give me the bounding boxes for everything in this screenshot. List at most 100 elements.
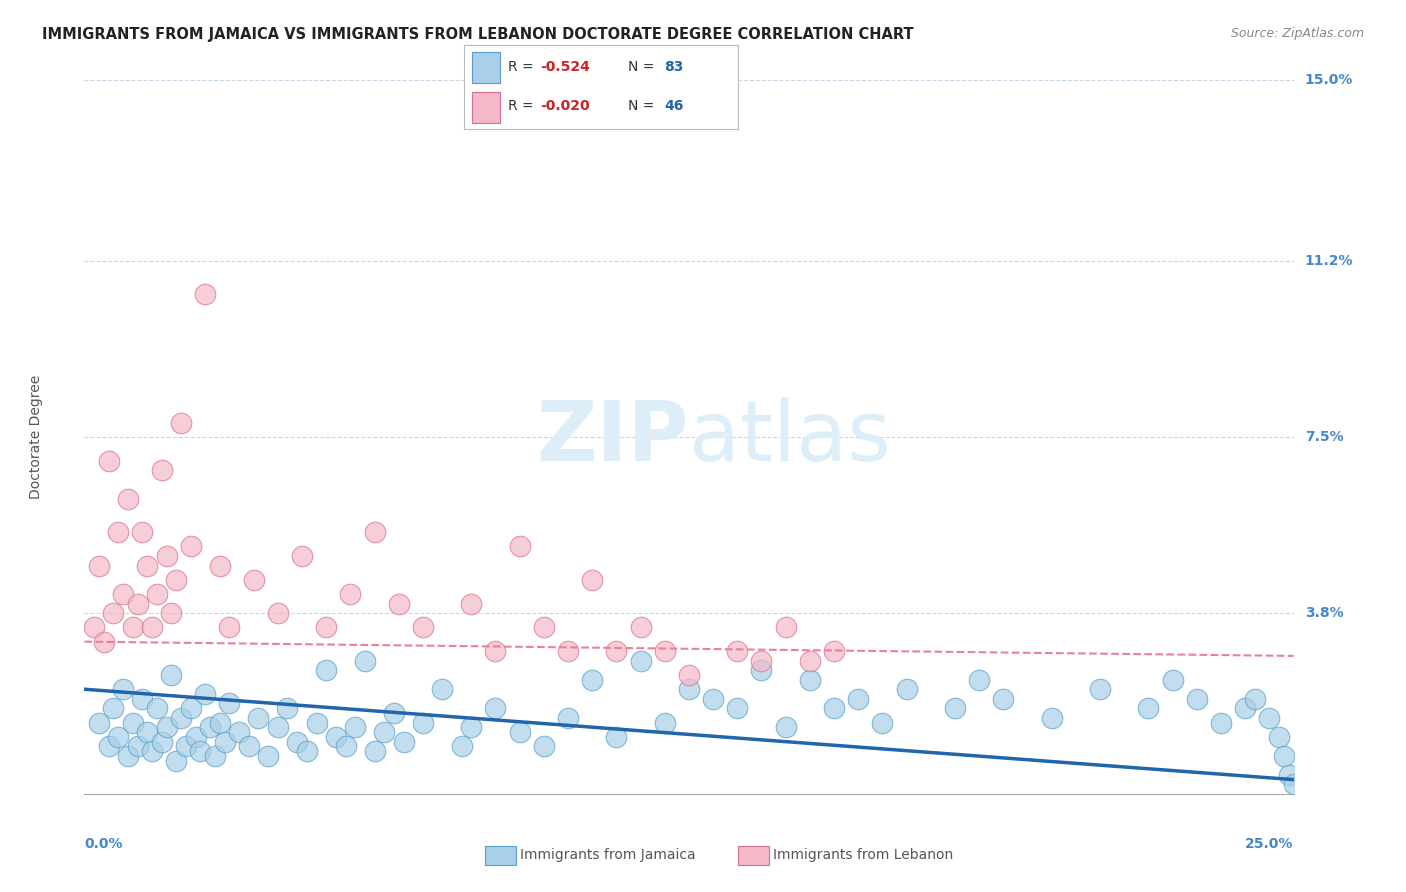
Point (432, 682, 454, 697)
Point (1161, 673, 1184, 687)
Point (581, 573, 603, 587)
Point (87, 558, 110, 573)
Point (131, 525, 153, 540)
Point (155, 720, 177, 734)
Point (103, 701, 125, 715)
Point (117, 491, 139, 506)
Point (204, 748, 226, 763)
Point (136, 558, 159, 573)
Point (160, 606, 183, 620)
Point (943, 701, 966, 715)
Point (103, 606, 125, 620)
Point (557, 644, 579, 658)
Point (180, 540, 202, 554)
Bar (472, 92, 499, 122)
Point (112, 587, 135, 601)
Text: 25.0%: 25.0% (1246, 837, 1294, 851)
Text: Source: ZipAtlas.com: Source: ZipAtlas.com (1230, 27, 1364, 40)
Text: -0.524: -0.524 (541, 61, 591, 74)
Point (198, 720, 221, 734)
Point (1272, 748, 1295, 763)
Point (335, 739, 357, 754)
Point (121, 715, 143, 730)
Point (170, 416, 193, 430)
Point (208, 715, 231, 730)
Point (194, 287, 217, 301)
Point (97, 739, 120, 754)
Text: -0.020: -0.020 (541, 100, 591, 113)
Point (1243, 691, 1265, 706)
Point (605, 644, 627, 658)
Point (678, 682, 700, 697)
Text: 15.0%: 15.0% (1305, 73, 1353, 87)
Point (1137, 701, 1160, 715)
Point (751, 663, 773, 677)
Point (509, 540, 531, 554)
Point (363, 525, 385, 540)
Point (1088, 682, 1111, 697)
Point (484, 644, 506, 658)
Point (141, 744, 163, 758)
Point (363, 744, 385, 758)
Point (127, 597, 149, 611)
Point (775, 620, 797, 634)
Point (799, 673, 821, 687)
Point (509, 725, 531, 739)
Point (460, 597, 482, 611)
Point (823, 644, 845, 658)
Point (775, 720, 797, 734)
Point (654, 644, 676, 658)
Point (190, 744, 212, 758)
Point (325, 730, 347, 744)
Point (373, 725, 395, 739)
Point (315, 620, 337, 634)
Point (146, 587, 169, 601)
Point (678, 668, 700, 682)
Point (388, 597, 411, 611)
Point (285, 734, 308, 748)
Point (160, 668, 183, 682)
Point (460, 720, 482, 734)
Text: Immigrants from Lebanon: Immigrants from Lebanon (773, 848, 953, 863)
Point (174, 739, 197, 754)
Point (208, 558, 231, 573)
Point (83, 620, 105, 634)
Text: IMMIGRANTS FROM JAMAICA VS IMMIGRANTS FROM LEBANON DOCTORATE DEGREE CORRELATION : IMMIGRANTS FROM JAMAICA VS IMMIGRANTS FR… (42, 27, 914, 42)
Point (896, 682, 918, 697)
Point (180, 701, 202, 715)
Point (581, 673, 603, 687)
Point (170, 711, 193, 725)
Point (165, 573, 187, 587)
Point (218, 620, 240, 634)
Point (1278, 768, 1301, 782)
Point (267, 720, 290, 734)
Point (484, 701, 506, 715)
Point (218, 697, 240, 711)
Point (87, 715, 110, 730)
Point (557, 711, 579, 725)
Point (131, 691, 153, 706)
Point (630, 654, 652, 668)
Text: 3.8%: 3.8% (1305, 606, 1343, 620)
Point (117, 748, 139, 763)
Point (702, 691, 724, 706)
Text: 0.0%: 0.0% (84, 837, 122, 851)
Point (257, 748, 280, 763)
Point (1268, 730, 1291, 744)
Point (344, 720, 367, 734)
Point (1209, 715, 1232, 730)
Text: R =: R = (508, 100, 538, 113)
Point (107, 525, 129, 540)
Point (799, 654, 821, 668)
Point (305, 715, 328, 730)
Point (155, 549, 177, 563)
Point (315, 663, 337, 677)
Bar (472, 53, 499, 83)
Point (238, 739, 260, 754)
Point (412, 715, 434, 730)
Point (993, 691, 1015, 706)
Point (533, 739, 555, 754)
Point (392, 734, 415, 748)
Point (751, 654, 773, 668)
Point (291, 549, 314, 563)
